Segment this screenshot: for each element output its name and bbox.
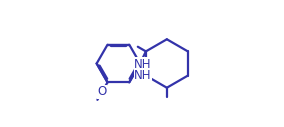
Text: NH: NH <box>134 69 152 82</box>
Text: NH: NH <box>134 58 152 71</box>
Text: O: O <box>97 85 107 98</box>
